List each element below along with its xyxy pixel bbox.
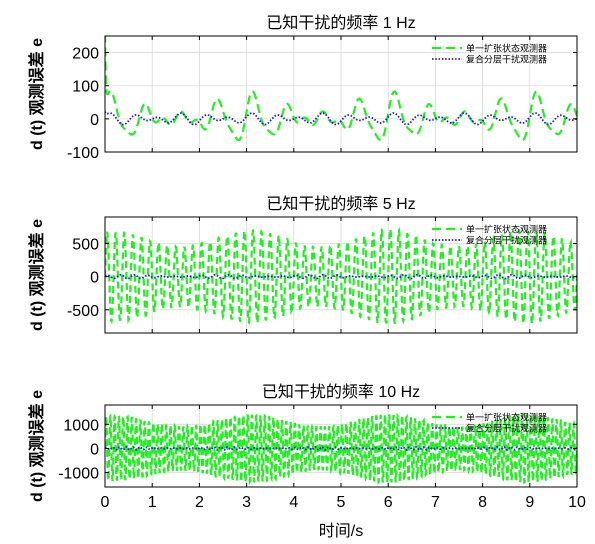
x-tick-label: 7 bbox=[431, 494, 440, 511]
x-tick-label: 2 bbox=[195, 494, 204, 511]
legend-label-2: 复合分层干扰观测器 bbox=[466, 423, 547, 434]
x-tick-label: 4 bbox=[289, 494, 298, 511]
x-tick-label: 5 bbox=[337, 494, 346, 511]
y-tick-label: 0 bbox=[90, 270, 99, 287]
y-axis-label: d (t) 观测误差 e bbox=[27, 219, 46, 331]
legend-label-2: 复合分层干扰观测器 bbox=[466, 235, 547, 246]
chart-panel-2: -500 0 500 已知干扰的频率 5 Hz d (t) 观测误差 e 单一扩张状态观测… bbox=[27, 195, 578, 334]
x-axis-label: 时间/s bbox=[319, 522, 363, 540]
legend-label-1: 单一扩张状态观测器 bbox=[466, 224, 547, 235]
chart-panel-1: -100 0 100 200 已知干扰的频率 1 Hz d (t) 观测误差 e 单一扩张状… bbox=[27, 14, 578, 162]
y-tick-label: 0 bbox=[90, 112, 99, 129]
chart-title: 已知干扰的频率 1 Hz bbox=[266, 14, 415, 32]
y-tick-label: 100 bbox=[72, 79, 99, 96]
x-tick-label: 10 bbox=[568, 494, 586, 511]
y-tick-label: -500 bbox=[67, 303, 99, 320]
y-tick-label: 0 bbox=[90, 441, 99, 458]
x-tick-label: 0 bbox=[101, 494, 110, 511]
x-tick-label: 8 bbox=[478, 494, 487, 511]
y-tick-label: 1000 bbox=[63, 417, 99, 434]
x-tick-label: 6 bbox=[384, 494, 393, 511]
y-axis-label: d (t) 观测误差 e bbox=[27, 390, 46, 502]
series-line-2 bbox=[105, 111, 577, 126]
legend-label-1: 单一扩张状态观测器 bbox=[466, 43, 547, 54]
chart-title: 已知干扰的频率 5 Hz bbox=[266, 195, 415, 213]
x-tick-label: 9 bbox=[525, 494, 534, 511]
series-line-2 bbox=[105, 273, 577, 280]
x-tick-label: 1 bbox=[148, 494, 157, 511]
legend-label-1: 单一扩张状态观测器 bbox=[466, 412, 547, 423]
series-line-2 bbox=[105, 446, 577, 451]
series-line-1 bbox=[105, 226, 577, 326]
y-tick-label: 200 bbox=[72, 46, 99, 63]
x-tick-label: 3 bbox=[242, 494, 251, 511]
chart-title: 已知干扰的频率 10 Hz bbox=[262, 383, 420, 401]
y-tick-label: -100 bbox=[67, 145, 99, 162]
legend-label-2: 复合分层干扰观测器 bbox=[466, 54, 547, 65]
y-axis-label: d (t) 观测误差 e bbox=[27, 38, 46, 150]
y-tick-label: -1000 bbox=[58, 466, 99, 483]
y-tick-label: 500 bbox=[72, 237, 99, 254]
